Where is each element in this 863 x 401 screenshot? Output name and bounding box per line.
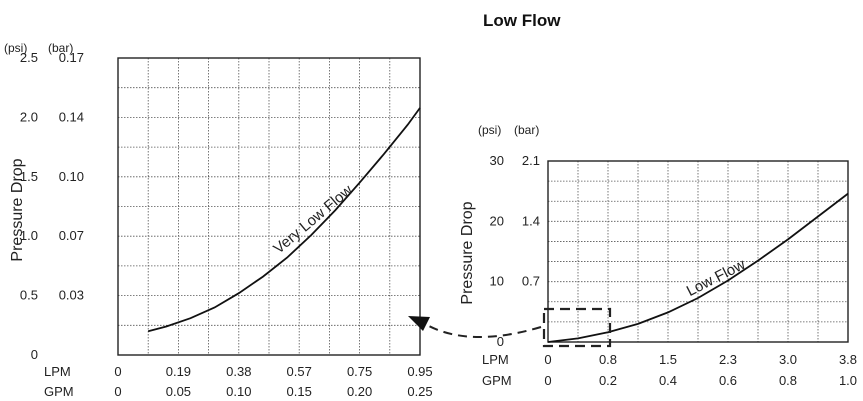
y-bar-tick-label: 1.4 (522, 213, 540, 228)
page-title: Low Flow (483, 11, 561, 30)
y-psi-tick-label: 10 (490, 274, 504, 289)
x-gpm-tick-label: 0.05 (166, 384, 191, 399)
x-lpm-tick-label: 0 (114, 364, 121, 379)
right-curve (547, 192, 849, 343)
right-grid (548, 161, 848, 342)
y-bar-tick-label: 0.17 (59, 50, 84, 65)
x-lpm-tick-label: 1.5 (659, 352, 677, 367)
x-gpm-tick-label: 0.6 (719, 373, 737, 388)
right-ticks: 0 10 0.7 20 1.4 30 2.1 LPM GPM 0 0.8 1.5 2.3 3.0 3.8 0 0… (482, 153, 857, 388)
left-unit-psi: (psi) (4, 41, 27, 55)
y-bar-tick-label: 2.1 (522, 153, 540, 168)
left-plot-frame (117, 57, 421, 356)
very-low-flow-chart: (psi) (bar) Pressure Drop 0 0.5 0.03 1.0 0.0… (4, 41, 433, 399)
y-psi-tick-label: 0.5 (20, 288, 38, 303)
x-gpm-tick-label: 0.25 (407, 384, 432, 399)
y-bar-tick-label: 0.10 (59, 169, 84, 184)
left-y-axis-label: Pressure Drop (9, 158, 26, 261)
zoom-arrow-head (408, 316, 430, 331)
y-psi-tick-label: 30 (490, 153, 504, 168)
right-unit-bar: (bar) (514, 123, 539, 137)
x-lpm-tick-label: 0.8 (599, 352, 617, 367)
x-lpm-tick-label: 2.3 (719, 352, 737, 367)
y-psi-tick-label: 1.5 (20, 169, 38, 184)
y-psi-tick-label: 2.5 (20, 50, 38, 65)
y-bar-tick-label: 0.03 (59, 288, 84, 303)
left-curve-label: Very Low Flow (270, 182, 356, 258)
right-y-axis-label: Pressure Drop (459, 201, 476, 304)
x-lpm-tick-label: 3.8 (839, 352, 857, 367)
low-flow-chart: (psi) (bar) Pressure Drop 0 10 0.7 20 1.4 30 2… (408, 123, 857, 388)
x-gpm-tick-label: 0.8 (779, 373, 797, 388)
x-gpm-tick-label: 0.20 (347, 384, 372, 399)
x-gpm-tick-label: 0 (544, 373, 551, 388)
zoom-arrow-line (426, 324, 542, 338)
zoom-region-box (542, 307, 612, 348)
x-gpm-tick-label: 0.15 (287, 384, 312, 399)
x-lpm-tick-label: 0.75 (347, 364, 372, 379)
x-lpm-axis-label: LPM (482, 352, 509, 367)
y-psi-tick-label: 0 (497, 334, 504, 349)
left-unit-bar: (bar) (48, 41, 73, 55)
right-unit-psi: (psi) (478, 123, 501, 137)
right-curve-label: Low Flow (684, 256, 748, 300)
left-grid (118, 58, 420, 355)
x-gpm-tick-label: 1.0 (839, 373, 857, 388)
x-lpm-tick-label: 0.38 (226, 364, 251, 379)
x-gpm-axis-label: GPM (482, 373, 512, 388)
x-lpm-tick-label: 0 (544, 352, 551, 367)
x-lpm-tick-label: 0.95 (407, 364, 432, 379)
y-psi-tick-label: 0 (31, 347, 38, 362)
y-bar-tick-label: 0.14 (59, 109, 84, 124)
x-lpm-tick-label: 3.0 (779, 352, 797, 367)
x-gpm-tick-label: 0 (114, 384, 121, 399)
x-gpm-tick-label: 0.2 (599, 373, 617, 388)
y-psi-tick-label: 2.0 (20, 109, 38, 124)
x-lpm-axis-label: LPM (44, 364, 71, 379)
x-gpm-tick-label: 0.4 (659, 373, 677, 388)
y-bar-tick-label: 0.07 (59, 228, 84, 243)
y-psi-tick-label: 20 (490, 213, 504, 228)
left-ticks: 0 0.5 0.03 1.0 0.07 1.5 0.10 2.0 0.14 2.5 0.17 LPM G… (20, 50, 433, 399)
left-curve (147, 107, 421, 333)
right-plot-frame (547, 160, 849, 343)
y-psi-tick-label: 1.0 (20, 228, 38, 243)
x-gpm-axis-label: GPM (44, 384, 74, 399)
y-bar-tick-label: 0.7 (522, 274, 540, 289)
x-lpm-tick-label: 0.19 (166, 364, 191, 379)
x-lpm-tick-label: 0.57 (287, 364, 312, 379)
x-gpm-tick-label: 0.10 (226, 384, 251, 399)
